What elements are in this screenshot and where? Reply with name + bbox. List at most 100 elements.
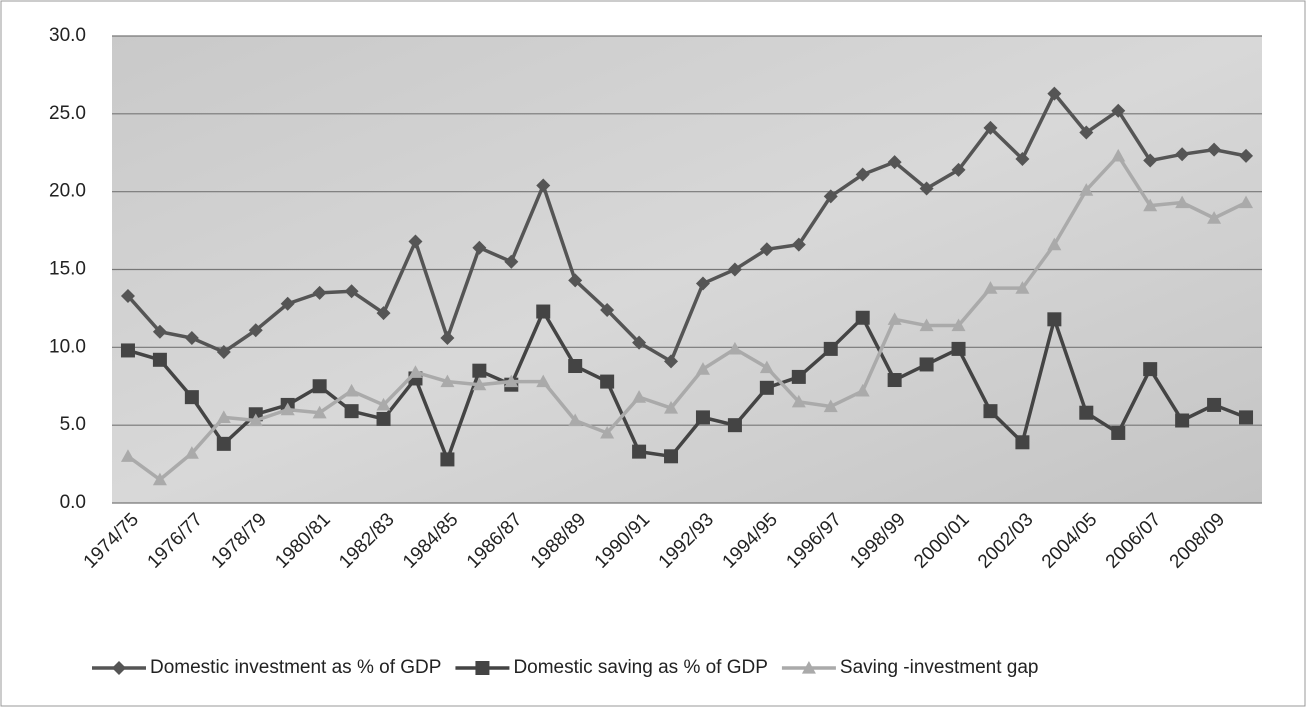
data-point [536,374,551,388]
data-point [823,341,838,356]
data-point [1143,153,1158,168]
data-point [440,452,455,467]
data-point [727,341,742,355]
data-point [1143,362,1158,377]
data-point [759,242,774,257]
data-point [1047,86,1062,101]
legend-marker [475,661,490,675]
data-point [1175,147,1190,162]
data-point [1207,211,1222,224]
data-point [440,330,455,345]
data-point [664,354,679,369]
data-point [536,304,551,319]
data-point [568,413,583,427]
data-point [887,373,902,388]
data-point [1111,425,1126,440]
data-point [664,401,679,414]
data-point [632,335,647,350]
y-tick-label: 30.0 [49,25,86,46]
data-point [983,281,998,294]
data-point [152,324,167,339]
data-point [727,418,742,433]
data-point [152,472,167,486]
data-point [504,374,519,388]
data-point [408,365,423,378]
data-point [951,318,966,332]
data-point [727,262,742,277]
data-point [312,285,327,300]
data-point [919,181,934,196]
data-point [791,369,806,384]
y-tick-label: 25.0 [49,103,86,124]
data-point [1015,281,1030,294]
data-point [951,162,966,177]
y-tick-label: 10.0 [49,336,86,357]
data-point [1207,142,1222,157]
data-point [152,352,167,367]
data-point [312,405,327,419]
data-point [887,155,902,170]
data-point [120,288,135,303]
data-point [440,374,455,388]
data-point [568,359,583,374]
data-point [759,360,774,374]
series-line [126,153,1247,482]
data-point [376,306,391,321]
data-point [184,390,199,405]
data-point [376,397,391,411]
data-point [919,357,934,372]
data-point [887,312,902,325]
data-point [855,310,870,325]
data-point [983,120,998,135]
data-point [1015,151,1030,166]
data-point [823,399,838,413]
y-tick-label: 20.0 [49,181,86,202]
data-point [1207,397,1222,412]
data-point [1079,183,1094,196]
data-point [280,296,295,311]
data-point [216,410,231,423]
data-point [184,330,199,345]
data-point [408,234,423,249]
legend-label: Saving -investment gap [840,657,1039,678]
data-point [248,413,263,427]
data-point [472,363,487,378]
data-point [472,240,487,255]
data-point [344,284,359,299]
data-point [344,383,359,397]
data-point [1047,312,1062,327]
data-point [632,390,647,403]
legend-label: Domestic saving as % of GDP [513,657,767,678]
data-point [216,436,231,451]
data-point [1079,405,1094,420]
data-point [120,449,135,462]
legend-marker [801,661,816,674]
data-point [248,323,263,338]
y-tick-label: 0.0 [60,492,86,513]
data-point [791,394,806,408]
data-point [184,446,199,459]
data-point [600,374,615,389]
data-point [695,276,710,291]
data-point [536,178,551,193]
data-point [472,377,487,391]
data-point [632,444,647,459]
data-point [312,379,327,394]
data-point [600,425,615,439]
data-point [919,318,934,332]
data-point [120,343,135,358]
data-point [376,411,391,426]
data-point [216,345,231,360]
data-point [344,404,359,419]
data-point [664,449,679,464]
data-point [951,341,966,356]
series-line [126,90,1247,364]
data-point [983,404,998,419]
data-point [1143,198,1158,212]
data-point [695,362,710,375]
data-point [600,302,615,317]
data-point [568,273,583,288]
legend-label: Domestic investment as % of GDP [150,657,441,678]
